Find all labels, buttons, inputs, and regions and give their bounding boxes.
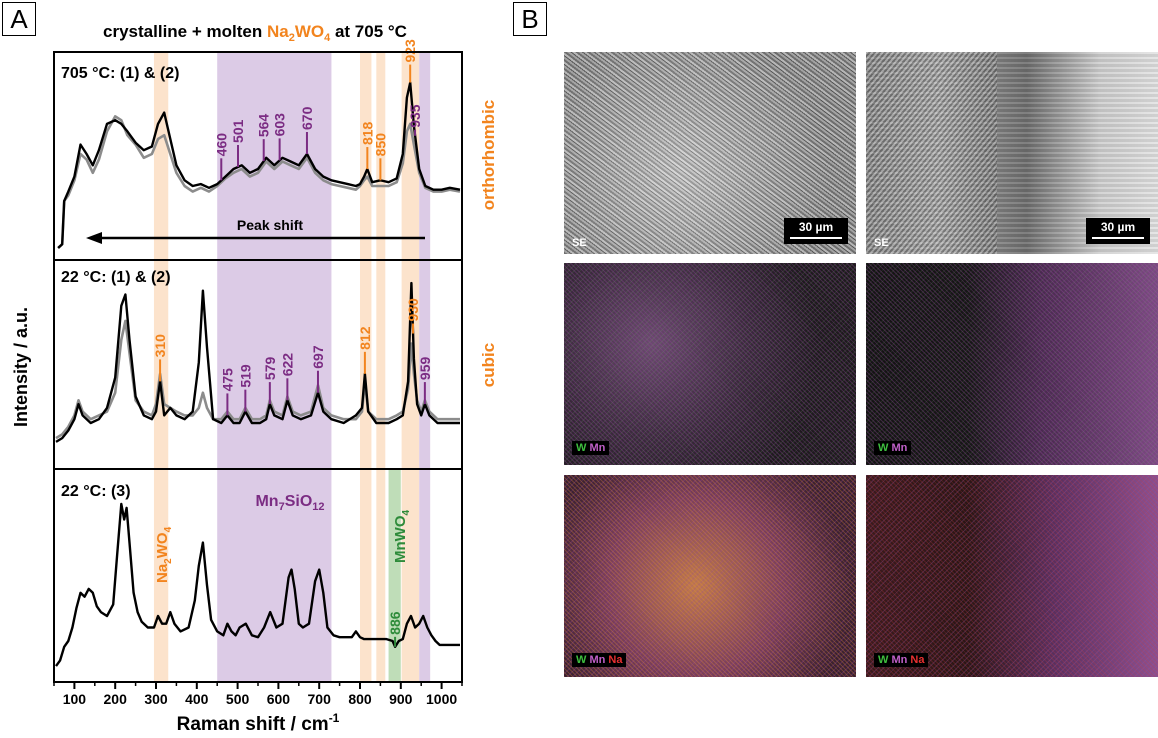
y-axis-label: Intensity / a.u. bbox=[11, 307, 31, 427]
na2wo4-rotated-label: Na2WO4 bbox=[154, 526, 174, 583]
band-orange-3 bbox=[376, 52, 386, 682]
peak-label-697: 697 bbox=[310, 345, 326, 369]
w-mn-na-map-left: W Mn Na bbox=[564, 475, 856, 677]
map-legend-w-mn-left: W Mn bbox=[572, 441, 610, 455]
panel-2-label: 22 °C: (1) & (2) bbox=[61, 269, 171, 286]
peak-label-460: 460 bbox=[213, 133, 229, 157]
w-mn-map-right: W Mn bbox=[866, 263, 1158, 465]
peak-label-519: 519 bbox=[237, 364, 253, 388]
x-tick-label-100: 100 bbox=[63, 691, 87, 707]
peak-label-850: 850 bbox=[372, 133, 388, 157]
peak-label-818: 818 bbox=[359, 121, 375, 145]
x-tick-label-500: 500 bbox=[226, 691, 250, 707]
scale-bar-right: 30 µm bbox=[1086, 218, 1150, 244]
peak-label-622: 622 bbox=[279, 353, 295, 377]
mn7sio12-label: Mn7SiO12 bbox=[255, 493, 324, 513]
se-image-right: SE 30 µm bbox=[866, 52, 1158, 254]
band-purple-1 bbox=[217, 52, 332, 682]
x-tick-label-700: 700 bbox=[308, 691, 332, 707]
x-tick-label-200: 200 bbox=[104, 691, 128, 707]
peak-label-886: 886 bbox=[387, 611, 403, 635]
peak-label-923: 923 bbox=[402, 39, 418, 63]
band-orange-0 bbox=[153, 52, 169, 682]
peak-label-475: 475 bbox=[219, 368, 235, 392]
x-axis-label: Raman shift / cm-1 bbox=[177, 711, 340, 735]
w-mn-na-map-right: W Mn Na bbox=[866, 475, 1158, 677]
panel-label-a: A bbox=[2, 2, 36, 36]
peak-label-579: 579 bbox=[262, 357, 278, 381]
peak-label-959: 959 bbox=[417, 357, 433, 381]
se-label-right: SE bbox=[874, 237, 889, 249]
panel-label-b: B bbox=[513, 2, 547, 36]
cubic-label: cubic bbox=[479, 343, 498, 387]
x-tick-label-400: 400 bbox=[185, 691, 209, 707]
peak-label-310: 310 bbox=[152, 334, 168, 358]
raman-chart: crystalline + molten Na2WO4 at 705 °C 46… bbox=[11, 22, 498, 735]
peak-label-501: 501 bbox=[230, 119, 246, 143]
scale-bar-left: 30 µm bbox=[784, 218, 848, 244]
x-tick-label-1000: 1000 bbox=[426, 691, 457, 707]
map-legend-w-mn-right: W Mn bbox=[874, 441, 912, 455]
peak-shift-label: Peak shift bbox=[237, 217, 303, 233]
panel-1-label: 705 °C: (1) & (2) bbox=[61, 65, 179, 82]
x-tick-label-600: 600 bbox=[267, 691, 291, 707]
x-tick-label-900: 900 bbox=[389, 691, 413, 707]
panel-3-label: 22 °C: (3) bbox=[61, 483, 131, 500]
peak-label-670: 670 bbox=[299, 106, 315, 130]
peak-label-935: 935 bbox=[407, 104, 423, 128]
band-purple-5 bbox=[419, 52, 431, 682]
trace-panel2-black bbox=[55, 281, 460, 443]
w-mn-map-left: W Mn bbox=[564, 263, 856, 465]
x-tick-label-800: 800 bbox=[348, 691, 372, 707]
peak-label-930: 930 bbox=[405, 298, 421, 322]
se-label-left: SE bbox=[572, 237, 587, 249]
band-green-6 bbox=[388, 469, 401, 682]
peak-label-812: 812 bbox=[357, 326, 373, 350]
trace-panel1-black bbox=[57, 81, 461, 249]
se-image-left: SE 30 µm bbox=[564, 52, 856, 254]
map-legend-w-mn-na-right: W Mn Na bbox=[874, 653, 929, 667]
mnwo4-rotated-label: MnWO4 bbox=[392, 510, 412, 563]
peak-label-564: 564 bbox=[256, 114, 272, 138]
x-axis-ticks: 100 200 300 400 500 600 700 800 900 1000 bbox=[53, 682, 463, 707]
map-legend-w-mn-na-left: W Mn Na bbox=[572, 653, 627, 667]
spectra-traces bbox=[55, 81, 461, 667]
orthorhombic-label: orthorhombic bbox=[479, 100, 498, 211]
peak-label-603: 603 bbox=[272, 113, 288, 137]
x-tick-label-300: 300 bbox=[144, 691, 168, 707]
peak-shift-arrowhead bbox=[86, 232, 102, 244]
chart-title: crystalline + molten Na2WO4 at 705 °C bbox=[103, 22, 407, 44]
